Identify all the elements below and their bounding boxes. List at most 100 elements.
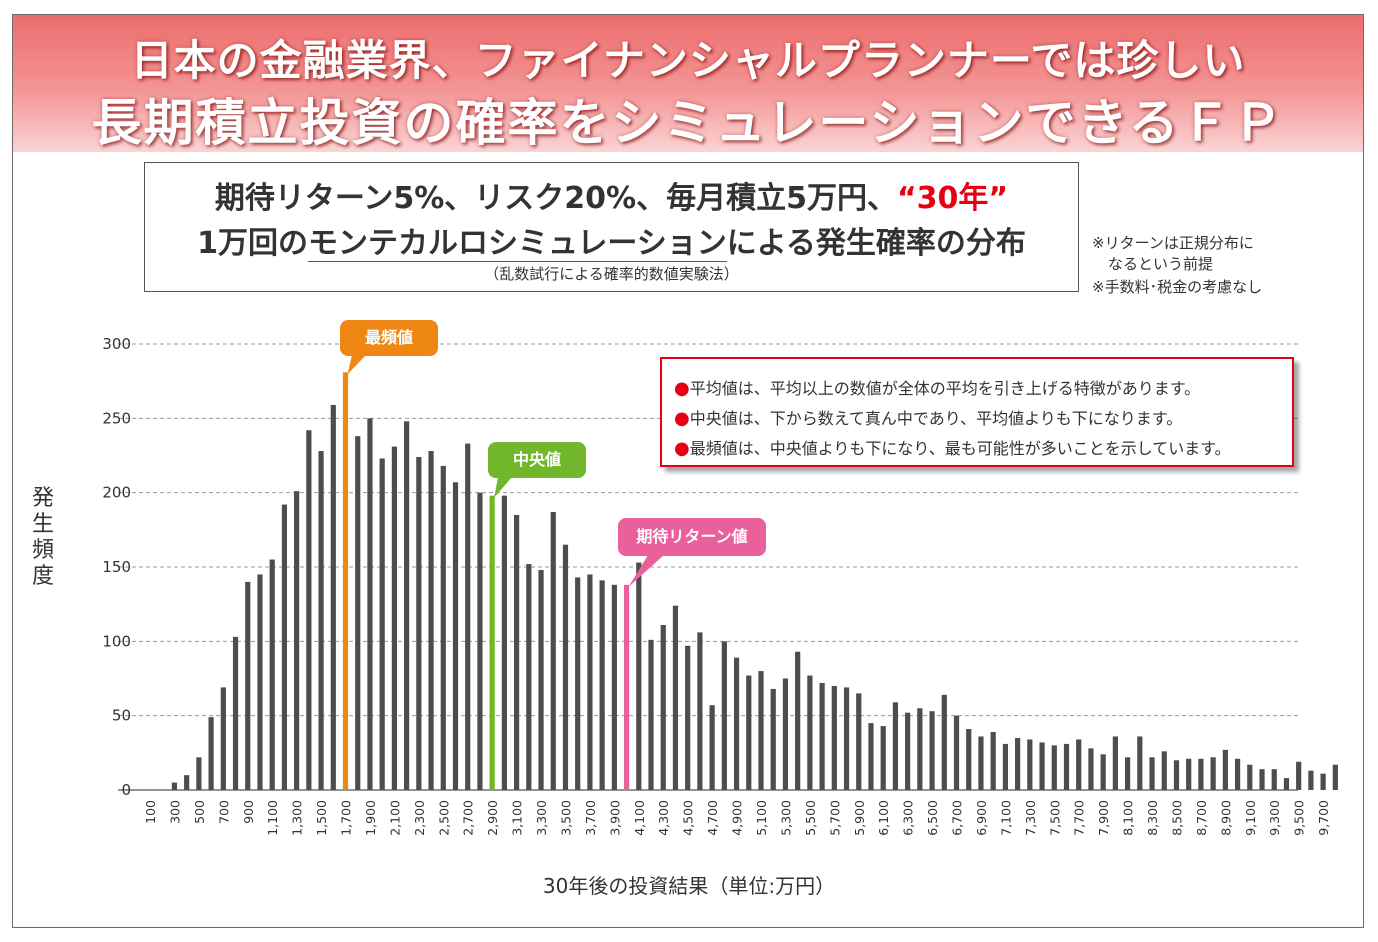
bar-9400: [1283, 778, 1290, 790]
bar-3300: [538, 569, 544, 790]
chart-title-line-1: 期待リターン5%、リスク20%、毎月積立5万円、“30年”: [145, 173, 1078, 217]
x-tick-label: 8,500: [1169, 800, 1184, 836]
title-line2-prefix: 1万回の: [197, 226, 308, 261]
bar-7000: [990, 732, 996, 790]
bar-8100: [1125, 757, 1131, 790]
y-axis-label: 発生頻度: [31, 486, 54, 589]
bar-600: [208, 717, 214, 790]
chart-subtitle: （乱数試行による確率的数値実験法）: [484, 265, 739, 283]
bar-500: [196, 757, 202, 790]
title-line1-prefix: 期待リターン5%、リスク20%、毎月積立5万円、: [214, 181, 897, 216]
callout-mode: 最頻値: [340, 320, 438, 356]
legend-item-mode: ●最頻値は、中央値よりも下になり、最も可能性が多いことを示しています。: [674, 435, 1231, 459]
bar-4900: [733, 657, 740, 790]
x-tick-label: 2,100: [387, 800, 402, 836]
bar-7100: [1002, 743, 1008, 790]
bar-2100: [391, 446, 397, 790]
legend-item-mean-text: 平均値は、平均以上の数値が全体の平均を引き上げる特徴があります。: [689, 379, 1201, 398]
x-tick-label: 9,100: [1243, 800, 1258, 836]
bar-3400: [550, 511, 556, 790]
bar-5600: [819, 682, 825, 790]
x-tick-label: 4,100: [632, 800, 647, 836]
bar-2900: [489, 495, 495, 790]
x-tick-label: 4,500: [681, 800, 696, 836]
bullet-icon: ●: [674, 438, 690, 459]
x-tick-label: 100: [143, 800, 158, 824]
bar-800: [232, 636, 239, 790]
x-tick-label: 500: [192, 800, 207, 824]
x-tick-label: 1,700: [339, 800, 354, 836]
x-tick-label: 7,900: [1096, 800, 1111, 836]
bar-5500: [807, 675, 813, 790]
x-tick-label: 2,500: [436, 800, 451, 836]
callout-expected-return: 期待リターン値: [618, 518, 766, 556]
bar-6000: [868, 723, 874, 790]
bar-9800: [1332, 764, 1338, 790]
x-tick-label: 5,300: [778, 800, 793, 836]
bar-1900: [367, 418, 373, 790]
x-tick-label: 1,900: [363, 800, 378, 836]
chart-title-box: 期待リターン5%、リスク20%、毎月積立5万円、“30年” 1万回のモンテカルロ…: [144, 162, 1079, 292]
y-tick-labels: 0 50 100 150 200 250 300: [102, 335, 131, 799]
callout-median: 中央値: [488, 442, 586, 478]
bar-3900: [611, 584, 617, 790]
bar-9200: [1259, 769, 1265, 790]
bar-9700: [1320, 773, 1326, 790]
bar-9100: [1247, 764, 1253, 790]
bar-2600: [452, 482, 459, 790]
header-banner: 日本の金融業界、ファイナンシャルプランナーでは珍しい 長期積立投資の確率をシミュ…: [13, 15, 1363, 152]
bar-5000: [746, 675, 752, 790]
x-tick-label: 300: [167, 800, 182, 824]
bar-3600: [575, 577, 581, 790]
bar-1600: [330, 404, 336, 790]
x-tick-label: 4,300: [656, 800, 671, 836]
bar-layer: [171, 372, 1338, 790]
x-tick-label: 3,500: [558, 800, 573, 836]
bar-7300: [1027, 739, 1033, 790]
bar-1500: [318, 451, 324, 790]
bar-2800: [477, 492, 483, 790]
x-tick-label: 3,100: [510, 800, 525, 836]
x-tick-label: 7,500: [1047, 800, 1062, 836]
bar-1200: [281, 504, 288, 790]
bar-5200: [770, 688, 776, 790]
x-tick-label: 6,700: [950, 800, 965, 836]
bar-6600: [941, 694, 947, 790]
y-tick-label: 150: [102, 558, 131, 576]
bar-5100: [758, 671, 764, 790]
x-tick-label: 4,900: [730, 800, 745, 836]
bar-8300: [1149, 757, 1155, 790]
bar-1700: [342, 372, 349, 790]
x-tick-label: 6,300: [901, 800, 916, 836]
callout-pointer: [347, 355, 366, 375]
bar-5800: [843, 687, 850, 790]
x-tick-label: 3,700: [583, 800, 598, 836]
x-tick-label: 8,300: [1145, 800, 1160, 836]
bar-6900: [978, 736, 984, 790]
callout-pointer: [494, 477, 512, 498]
bar-3200: [526, 564, 532, 790]
bar-8800: [1210, 757, 1216, 790]
y-tick-label: 50: [112, 707, 131, 725]
bar-2700: [465, 443, 471, 790]
x-tick-label: 5,500: [803, 800, 818, 836]
bar-2300: [416, 456, 422, 790]
x-axis-label: 30年後の投資結果（単位:万円）: [542, 874, 836, 898]
bar-900: [245, 581, 251, 790]
bar-5700: [831, 685, 837, 790]
x-tick-label: 2,900: [485, 800, 500, 836]
bar-9600: [1308, 770, 1314, 790]
y-tick-label: 100: [102, 632, 131, 650]
x-tick-label: 1,300: [290, 800, 305, 836]
bar-4300: [660, 624, 666, 790]
bar-1300: [294, 491, 300, 790]
bar-7800: [1088, 748, 1094, 790]
bar-7200: [1015, 737, 1021, 790]
bar-3500: [562, 544, 569, 790]
x-tick-label: 2,700: [461, 800, 476, 836]
bar-1400: [306, 430, 312, 790]
title-line1-highlight: “30年”: [896, 181, 1009, 216]
y-tick-label: 200: [102, 484, 131, 502]
legend-box: ●平均値は、平均以上の数値が全体の平均を引き上げる特徴があります。 ●中央値は、…: [660, 357, 1294, 467]
